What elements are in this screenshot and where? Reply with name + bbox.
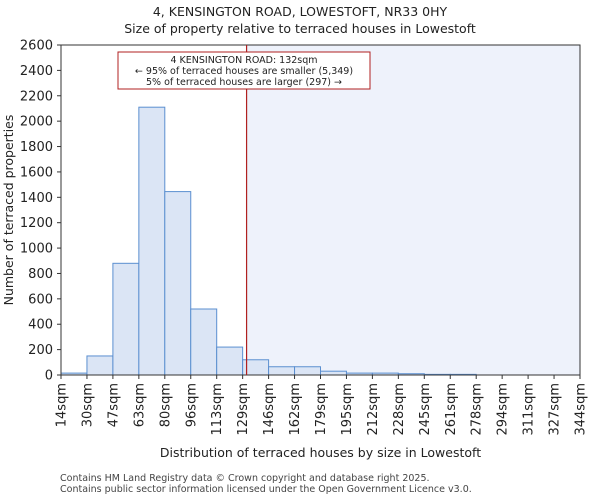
x-tick-label: 129sqm [236, 383, 251, 436]
bar-30sqm [86, 355, 114, 376]
y-tick-label: 800 [28, 267, 53, 282]
x-tick-label: 245sqm [418, 383, 433, 436]
chart-subtitle: Size of property relative to terraced ho… [124, 21, 476, 36]
y-tick-label: 1800 [20, 140, 53, 155]
y-tick-label: 0 [45, 369, 53, 384]
bar-80sqm [164, 191, 192, 376]
y-tick-label: 1600 [20, 165, 53, 180]
bar-179sqm [320, 370, 347, 376]
x-tick-label: 63sqm [132, 383, 147, 427]
bar-162sqm [294, 366, 321, 376]
x-tick-label: 278sqm [470, 383, 485, 436]
x-tick-label: 327sqm [548, 383, 563, 436]
chart-title: 4, KENSINGTON ROAD, LOWESTOFT, NR33 0HY [152, 4, 448, 19]
x-tick-label: 80sqm [158, 383, 173, 427]
x-tick-label: 195sqm [340, 383, 355, 436]
x-tick-label: 294sqm [496, 383, 511, 436]
plot-area: 0 200 400 600 800 1000 1200 1400 1600 1800 2000 220… [1, 39, 589, 461]
annotation-line-2: ← 95% of terraced houses are smaller (5,… [135, 66, 353, 77]
bar-96sqm [190, 308, 218, 376]
y-tick-label: 1400 [20, 191, 53, 206]
y-tick-label: 1200 [20, 216, 53, 231]
x-tick-label: 96sqm [184, 383, 199, 427]
y-tick-label: 2600 [20, 39, 53, 54]
x-tick-label: 228sqm [392, 383, 407, 436]
bar-113sqm [216, 346, 244, 376]
x-tick-label: 30sqm [80, 383, 95, 427]
x-tick-label: 146sqm [262, 383, 277, 436]
y-tick-label: 200 [28, 343, 53, 358]
x-tick-label: 311sqm [522, 383, 537, 436]
y-tick-label: 2000 [20, 115, 53, 130]
bar-146sqm [268, 366, 296, 376]
y-axis-label: Number of terraced properties [1, 115, 16, 306]
x-tick-label: 14sqm [55, 383, 70, 427]
y-tick-label: 1000 [20, 242, 53, 257]
x-tick-label: 212sqm [366, 383, 381, 436]
annotation-line-1: 4 KENSINGTON ROAD: 132sqm [170, 55, 317, 66]
footer: Contains HM Land Registry data © Crown c… [60, 473, 472, 495]
annotation-box [117, 51, 371, 90]
bar-47sqm [112, 262, 140, 376]
x-axis-label: Distribution of terraced houses by size … [160, 445, 481, 460]
larger-region-shading [246, 45, 580, 375]
x-tick-label: 162sqm [288, 383, 303, 436]
footer-line-2: Contains public sector information licen… [60, 484, 472, 495]
x-tick-label: 47sqm [106, 383, 121, 427]
y-tick-label: 2400 [20, 64, 53, 79]
y-tick-label: 600 [28, 292, 53, 307]
x-tick-label: 344sqm [574, 383, 589, 436]
bar-63sqm [138, 106, 166, 376]
annotation-line-3: 5% of terraced houses are larger (297) → [146, 77, 342, 88]
y-tick-label: 400 [28, 318, 53, 333]
x-tick-label: 261sqm [444, 383, 459, 436]
footer-line-1: Contains HM Land Registry data © Crown c… [60, 473, 430, 484]
x-tick-label: 113sqm [210, 383, 225, 436]
y-tick-label: 2200 [20, 89, 53, 104]
x-tick-label: 179sqm [314, 383, 329, 436]
